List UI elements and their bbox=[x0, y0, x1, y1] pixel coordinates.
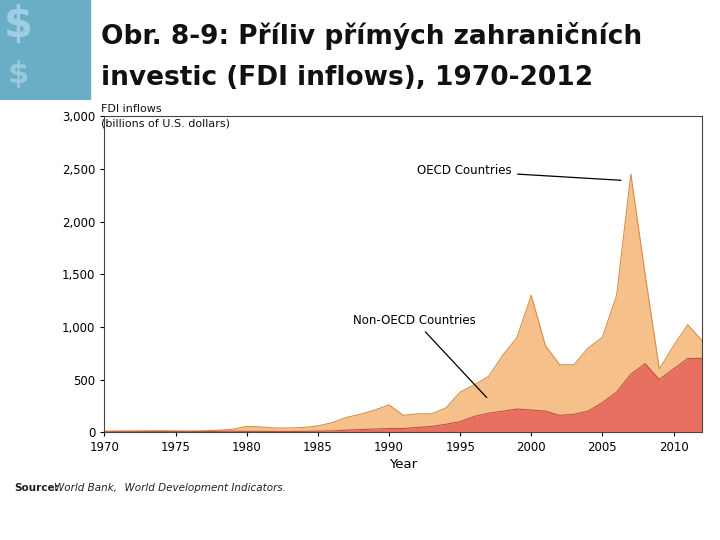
Text: Non-OECD Countries: Non-OECD Countries bbox=[354, 314, 487, 397]
Text: FDI inflows: FDI inflows bbox=[101, 104, 161, 113]
Text: (billions of U.S. dollars): (billions of U.S. dollars) bbox=[101, 118, 230, 128]
Text: World Bank,   World Development Indicators.: World Bank, World Development Indicators… bbox=[54, 483, 286, 493]
Text: OECD Countries: OECD Countries bbox=[418, 165, 621, 180]
Bar bbox=[0, 0, 90, 100]
X-axis label: Year: Year bbox=[389, 458, 418, 471]
Text: investic (FDI inflows), 1970-2012: investic (FDI inflows), 1970-2012 bbox=[101, 65, 593, 91]
Text: 8-38: 8-38 bbox=[682, 518, 706, 528]
Text: $: $ bbox=[4, 4, 32, 46]
Text: Obr. 8-9: Příliv přímých zahraničních: Obr. 8-9: Příliv přímých zahraničních bbox=[101, 22, 642, 50]
Text: Source:: Source: bbox=[14, 483, 59, 493]
Text: $: $ bbox=[7, 60, 29, 90]
Text: Copyright ©2015 Pearson Education, Inc. All rights reserved.: Copyright ©2015 Pearson Education, Inc. … bbox=[14, 518, 333, 528]
